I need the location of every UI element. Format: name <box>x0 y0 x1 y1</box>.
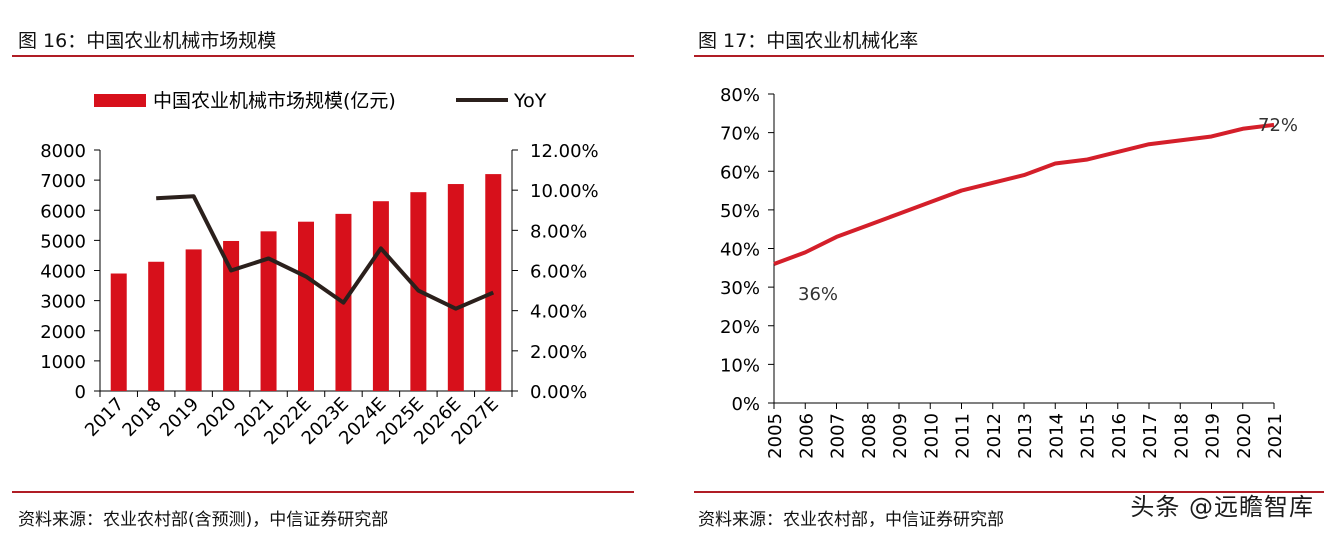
left-y-tick-label: 1000 <box>40 352 86 373</box>
source-rule <box>694 491 1324 493</box>
left-y-tick-label: 3000 <box>40 292 86 313</box>
y-tick-label: 60% <box>720 162 760 183</box>
y-tick-label: 20% <box>720 317 760 338</box>
x-tick-label: 2020 <box>1234 413 1255 459</box>
right-y-tick-label: 0.00% <box>530 382 587 403</box>
bar-2027E <box>485 174 502 391</box>
x-tick-label: 2015 <box>1078 413 1099 459</box>
mechanization-rate-panel: 图 17：中国农业机械化率 0% 10% 20% 30% 40% 50% 60% 70% 80%… <box>690 0 1336 537</box>
y-tick-label: 30% <box>720 278 760 299</box>
left-y-tick-label: 2000 <box>40 322 86 343</box>
x-tick-label: 2011 <box>953 413 974 459</box>
left-y-tick-label: 8000 <box>40 141 86 162</box>
x-tick-label: 2020 <box>193 394 240 441</box>
y-tick-label: 50% <box>720 201 760 222</box>
left-y-tick-label: 6000 <box>40 201 86 222</box>
legend-bar-swatch <box>94 94 146 107</box>
right-y-tick-label: 10.00% <box>530 181 599 202</box>
market-size-panel: 图 16：中国农业机械市场规模 中国农业机械市场规模(亿元) YoY 0 1000 20… <box>0 0 640 537</box>
bar-2026E <box>447 184 464 391</box>
bar-2020 <box>223 240 240 391</box>
market-size-chart: 中国农业机械市场规模(亿元) YoY 0 1000 2000 3000 4000 5000 60… <box>40 90 599 449</box>
left-y-tick-label: 5000 <box>40 231 86 252</box>
mechanization-rate-chart: 0% 10% 20% 30% 40% 50% 60% 70% 80% 2005 2006 2007 20… <box>720 85 1298 459</box>
source-rule <box>12 491 634 493</box>
x-tick-label: 2017 <box>1140 413 1161 459</box>
bar-2024E <box>372 201 389 391</box>
right-y-tick-label: 6.00% <box>530 262 587 283</box>
y-tick-label: 0% <box>731 394 760 415</box>
title-rule <box>12 55 634 57</box>
figure-17-title: 图 17：中国农业机械化率 <box>698 30 919 52</box>
figure-17-source: 资料来源：农业农村部，中信证券研究部 <box>698 510 1004 530</box>
left-y-tick-label: 4000 <box>40 262 86 283</box>
mechanization-rate-line <box>773 122 1275 266</box>
data-label-2021: 72% <box>1258 115 1298 136</box>
right-y-tick-label: 8.00% <box>530 221 587 242</box>
x-tick-label: 2017 <box>81 394 128 441</box>
x-tick-label: 2008 <box>859 413 880 459</box>
x-tick-label: 2019 <box>1203 413 1224 459</box>
left-y-tick-label: 7000 <box>40 171 86 192</box>
x-tick-label: 2021 <box>1265 413 1286 459</box>
right-y-tick-label: 4.00% <box>530 302 587 323</box>
bar-2017 <box>110 273 127 391</box>
x-tick-label: 2006 <box>796 413 817 459</box>
y-tick-label: 40% <box>720 240 760 261</box>
x-tick-label: 2018 <box>118 394 165 441</box>
bar-2022E <box>298 221 314 391</box>
x-tick-label: 2018 <box>1171 413 1192 459</box>
legend-bar-label: 中国农业机械市场规模(亿元) <box>153 90 396 112</box>
x-tick-label: 2007 <box>828 413 849 459</box>
x-tick-label: 2012 <box>984 413 1005 459</box>
y-tick-label: 80% <box>720 85 760 106</box>
watermark: 头条 @远瞻智库 <box>1130 493 1314 521</box>
figure-16-title: 图 16：中国农业机械市场规模 <box>18 30 277 52</box>
y-tick-label: 10% <box>720 355 760 376</box>
legend-yoy-label: YoY <box>513 90 547 112</box>
x-tick-label: 2019 <box>156 394 203 441</box>
title-rule <box>694 55 1324 57</box>
bar-2018 <box>148 261 165 391</box>
bar-2021 <box>260 231 277 391</box>
x-tick-label: 2014 <box>1046 413 1067 459</box>
right-y-tick-label: 2.00% <box>530 342 587 363</box>
figure-16-source: 资料来源：农业农村部(含预测)，中信证券研究部 <box>18 510 389 530</box>
x-tick-label: 2010 <box>921 413 942 459</box>
x-tick-label: 2016 <box>1109 413 1130 459</box>
data-label-2005: 36% <box>798 284 838 305</box>
left-y-tick-label: 0 <box>75 382 86 403</box>
x-tick-label: 2013 <box>1015 413 1036 459</box>
bar-2019 <box>185 249 202 391</box>
x-tick-label: 2005 <box>765 413 786 459</box>
right-y-tick-label: 12.00% <box>530 141 599 162</box>
yoy-line <box>156 194 495 311</box>
y-tick-label: 70% <box>720 124 760 145</box>
x-tick-label: 2009 <box>890 413 911 459</box>
